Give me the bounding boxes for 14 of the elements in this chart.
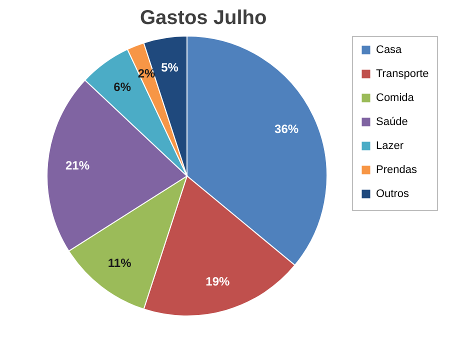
legend-label: Saúde [376, 116, 408, 128]
data-label: 11% [108, 256, 132, 270]
data-label: 19% [206, 274, 230, 289]
legend-label: Casa [376, 44, 403, 56]
data-label: 36% [274, 122, 299, 136]
legend-label: Prendas [376, 164, 418, 176]
data-label: 21% [65, 158, 90, 173]
chart-title: Gastos Julho [140, 7, 267, 29]
legend-label: Lazer [376, 140, 404, 152]
data-label: 5% [161, 60, 179, 74]
legend-label: Comida [376, 92, 415, 104]
data-label: 6% [114, 80, 132, 94]
legend-label: Transporte [376, 68, 429, 80]
legend-label: Outros [376, 188, 410, 200]
